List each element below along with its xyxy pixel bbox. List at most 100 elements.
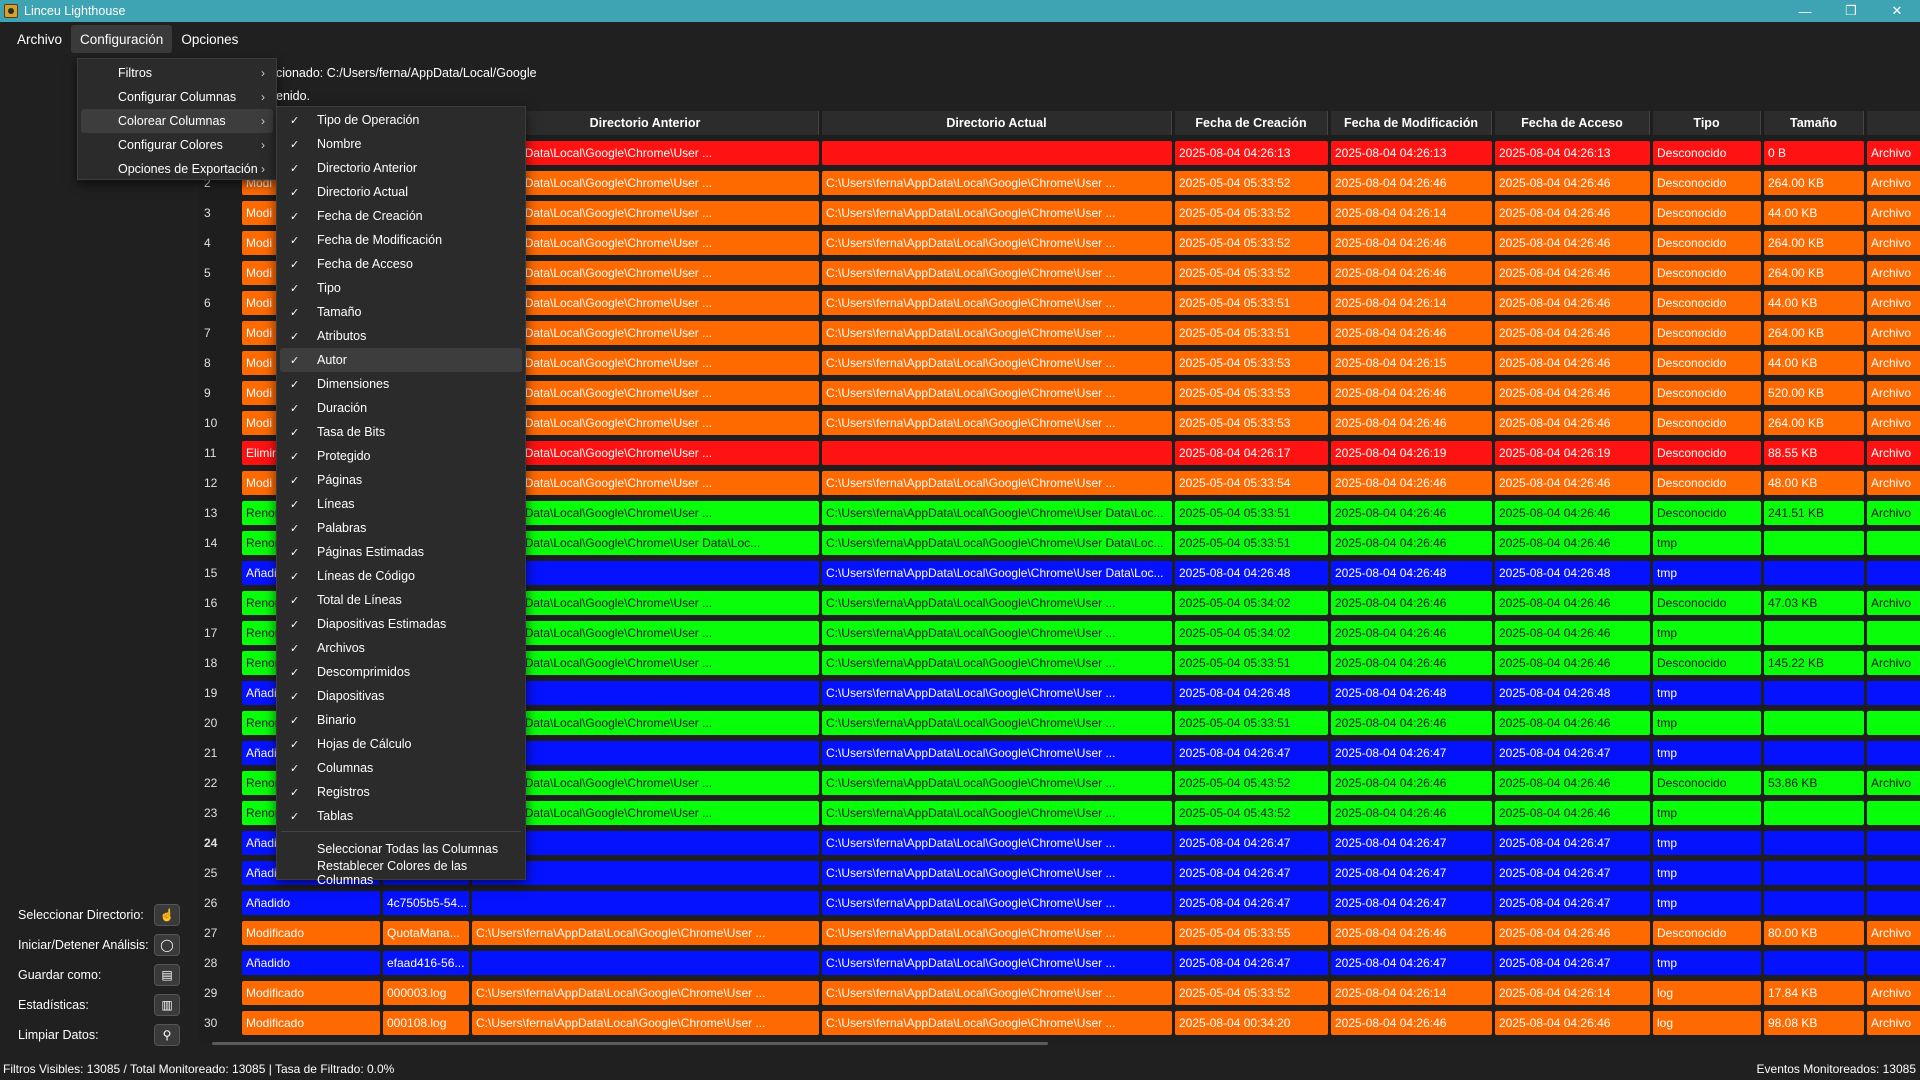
row-index: 13 xyxy=(204,506,218,520)
broom-icon[interactable]: ⚲ xyxy=(154,1024,180,1046)
submenu-item[interactable]: ✓ Binario xyxy=(280,708,522,732)
submenu-item[interactable]: ✓ Líneas xyxy=(280,492,522,516)
accessed-cell: 2025-08-04 04:26:47 xyxy=(1495,891,1650,915)
submenu-item[interactable]: ✓ Páginas Estimadas xyxy=(280,540,522,564)
maximize-button[interactable]: ❐ xyxy=(1845,3,1857,18)
table-row[interactable]: 10 Modi erna\AppData\Local\Google\Chrome\U… xyxy=(199,411,1920,435)
submenu-item[interactable]: ✓ Descomprimidos xyxy=(280,660,522,684)
previous-dir-cell: erna\AppData\Local\Google\Chrome\User ..… xyxy=(472,141,819,165)
menu-configuracion[interactable]: Configuración xyxy=(71,25,173,53)
column-header[interactable]: Fecha de Modificación xyxy=(1331,111,1492,135)
submenu-item[interactable]: ✓ Tipo xyxy=(280,276,522,300)
column-header[interactable]: Directorio Actual xyxy=(822,111,1172,135)
created-cell: 2025-05-04 05:33:53 xyxy=(1175,381,1328,405)
accessed-cell: 2025-08-04 04:26:19 xyxy=(1495,441,1650,465)
table-row[interactable]: 27 Modificado QuotaMana... C:\Users\ferna\A… xyxy=(199,921,1920,945)
submenu-item[interactable]: ✓ Registros xyxy=(280,780,522,804)
modified-cell: 2025-08-04 04:26:46 xyxy=(1331,771,1492,795)
column-header[interactable]: Atril xyxy=(1867,111,1920,135)
configuracion-menu: Filtros › Configurar Columnas › Colorear C… xyxy=(77,58,277,180)
stats-icon[interactable]: ▥ xyxy=(154,994,180,1016)
menu-item-colorear-columnas[interactable]: Colorear Columnas › xyxy=(81,109,273,133)
row-index: 10 xyxy=(204,416,218,430)
submenu-item[interactable]: ✓ Líneas de Código xyxy=(280,564,522,588)
created-cell: 2025-05-04 05:33:54 xyxy=(1175,471,1328,495)
table-row[interactable]: 29 Modificado 000003.log C:\Users\ferna\App… xyxy=(199,981,1920,1005)
type-cell: log xyxy=(1653,1011,1761,1035)
submenu-item[interactable]: ✓ Directorio Actual xyxy=(280,180,522,204)
submenu-item[interactable]: ✓ Atributos xyxy=(280,324,522,348)
created-cell: 2025-08-04 04:26:47 xyxy=(1175,951,1328,975)
select-all-columns-item[interactable]: Seleccionar Todas las Columnas xyxy=(280,837,522,861)
attributes-cell: Archivo xyxy=(1867,201,1920,225)
menu-item-filtros[interactable]: Filtros › xyxy=(81,61,273,85)
column-header[interactable]: Tipo xyxy=(1653,111,1761,135)
submenu-item[interactable]: ✓ Palabras xyxy=(280,516,522,540)
type-cell: Desconocido xyxy=(1653,261,1761,285)
submenu-item[interactable]: ✓ Autor xyxy=(280,348,522,372)
table-row[interactable]: 24 Añadi C:\Users\ferna\AppData\Local\Goog… xyxy=(199,831,1920,855)
table-row[interactable]: 18 Renor erna\AppData\Local\Google\Chrome\… xyxy=(199,651,1920,675)
hand-icon[interactable]: ☝ xyxy=(154,904,180,926)
attributes-cell: Archivo xyxy=(1867,1011,1920,1035)
current-dir-cell: C:\Users\ferna\AppData\Local\Google\Chro… xyxy=(822,771,1172,795)
submenu-item[interactable]: ✓ Páginas xyxy=(280,468,522,492)
submenu-item[interactable]: ✓ Fecha de Modificación xyxy=(280,228,522,252)
row-index: 28 xyxy=(204,956,218,970)
menu-item-configurar-colores[interactable]: Configurar Colores › xyxy=(81,133,273,157)
menu-item-configurar-columnas[interactable]: Configurar Columnas › xyxy=(81,85,273,109)
submenu-item[interactable]: ✓ Tipo de Operación xyxy=(280,108,522,132)
menu-opciones[interactable]: Opciones xyxy=(181,31,239,47)
menu-item-opciones-exportacion[interactable]: Opciones de Exportación › xyxy=(81,157,273,181)
submenu-item-label: Descomprimidos xyxy=(317,665,411,679)
column-header[interactable]: Fecha de Creación xyxy=(1175,111,1328,135)
current-dir-cell: C:\Users\ferna\AppData\Local\Google\Chro… xyxy=(822,471,1172,495)
table-row[interactable]: 8 Modi erna\AppData\Local\Google\Chrome\Us… xyxy=(199,351,1920,375)
submenu-item[interactable]: ✓ Tamaño xyxy=(280,300,522,324)
horizontal-scrollbar[interactable] xyxy=(212,1042,1048,1045)
table-row[interactable]: 30 Modificado 000108.log C:\Users\ferna\App… xyxy=(199,1011,1920,1035)
table-row[interactable]: 1erna\AppData\Local\Google\Chrome\User .… xyxy=(199,141,1920,165)
type-cell: tmp xyxy=(1653,801,1761,825)
submenu-item[interactable]: ✓ Fecha de Creación xyxy=(280,204,522,228)
column-header[interactable]: Tamaño xyxy=(1764,111,1864,135)
minimize-button[interactable]: — xyxy=(1798,3,1812,19)
row-index: 11 xyxy=(204,446,217,460)
table-row[interactable]: 19 Añadi C:\Users\ferna\AppData\Local\Goog… xyxy=(199,681,1920,705)
previous-dir-cell: erna\AppData\Local\Google\Chrome\User ..… xyxy=(472,261,819,285)
submenu-item[interactable]: ✓ Directorio Anterior xyxy=(280,156,522,180)
table-row[interactable]: 15 Añadi C:\Users\ferna\AppData\Local\Goog… xyxy=(199,561,1920,585)
modified-cell: 2025-08-04 04:26:46 xyxy=(1331,381,1492,405)
submenu-item[interactable]: ✓ Total de Líneas xyxy=(280,588,522,612)
column-header[interactable]: Fecha de Acceso xyxy=(1495,111,1650,135)
submenu-item[interactable]: ✓ Hojas de Cálculo xyxy=(280,732,522,756)
submenu-item[interactable]: ✓ Fecha de Acceso xyxy=(280,252,522,276)
table-row[interactable]: 5 Modi erna\AppData\Local\Google\Chrome\Us… xyxy=(199,261,1920,285)
submenu-item[interactable]: ✓ Tablas xyxy=(280,804,522,828)
table-row[interactable]: 28 Añadido efaad416-56... C:\Users\ferna\Ap… xyxy=(199,951,1920,975)
row-index: 18 xyxy=(204,656,218,670)
table-row[interactable]: 4 Modi erna\AppData\Local\Google\Chrome\Us… xyxy=(199,231,1920,255)
column-header[interactable]: Directorio Anterior xyxy=(472,111,819,135)
submenu-item[interactable]: ✓ Diapositivas xyxy=(280,684,522,708)
save-icon[interactable]: ▤ xyxy=(154,964,180,986)
modified-cell: 2025-08-04 04:26:48 xyxy=(1331,681,1492,705)
submenu-item[interactable]: ✓ Columnas xyxy=(280,756,522,780)
table-row[interactable]: 26 Añadido 4c7505b5-54... C:\Users\ferna\Ap… xyxy=(199,891,1920,915)
submenu-item[interactable]: ✓ Duración xyxy=(280,396,522,420)
submenu-item[interactable]: ✓ Nombre xyxy=(280,132,522,156)
table-row[interactable]: 12 Modi erna\AppData\Local\Google\Chrome\U… xyxy=(199,471,1920,495)
selected-directory-text: cionado: C:/Users/ferna/AppData/Local/Go… xyxy=(276,66,537,80)
submenu-item[interactable]: ✓ Diapositivas Estimadas xyxy=(280,612,522,636)
close-button[interactable]: ✕ xyxy=(1891,3,1903,18)
table-row[interactable]: 23 Renor erna\AppData\Local\Google\Chrome\… xyxy=(199,801,1920,825)
type-cell: tmp xyxy=(1653,951,1761,975)
submenu-item[interactable]: ✓ Dimensiones xyxy=(280,372,522,396)
submenu-item[interactable]: ✓ Protegido xyxy=(280,444,522,468)
reset-column-colors-item[interactable]: Restablecer Colores de las Columnas xyxy=(280,859,522,887)
submenu-item[interactable]: ✓ Archivos xyxy=(280,636,522,660)
menu-archivo[interactable]: Archivo xyxy=(17,31,63,47)
circle-icon[interactable]: ◯ xyxy=(154,934,180,956)
submenu-item[interactable]: ✓ Tasa de Bits xyxy=(280,420,522,444)
row-index: 4 xyxy=(204,236,211,250)
